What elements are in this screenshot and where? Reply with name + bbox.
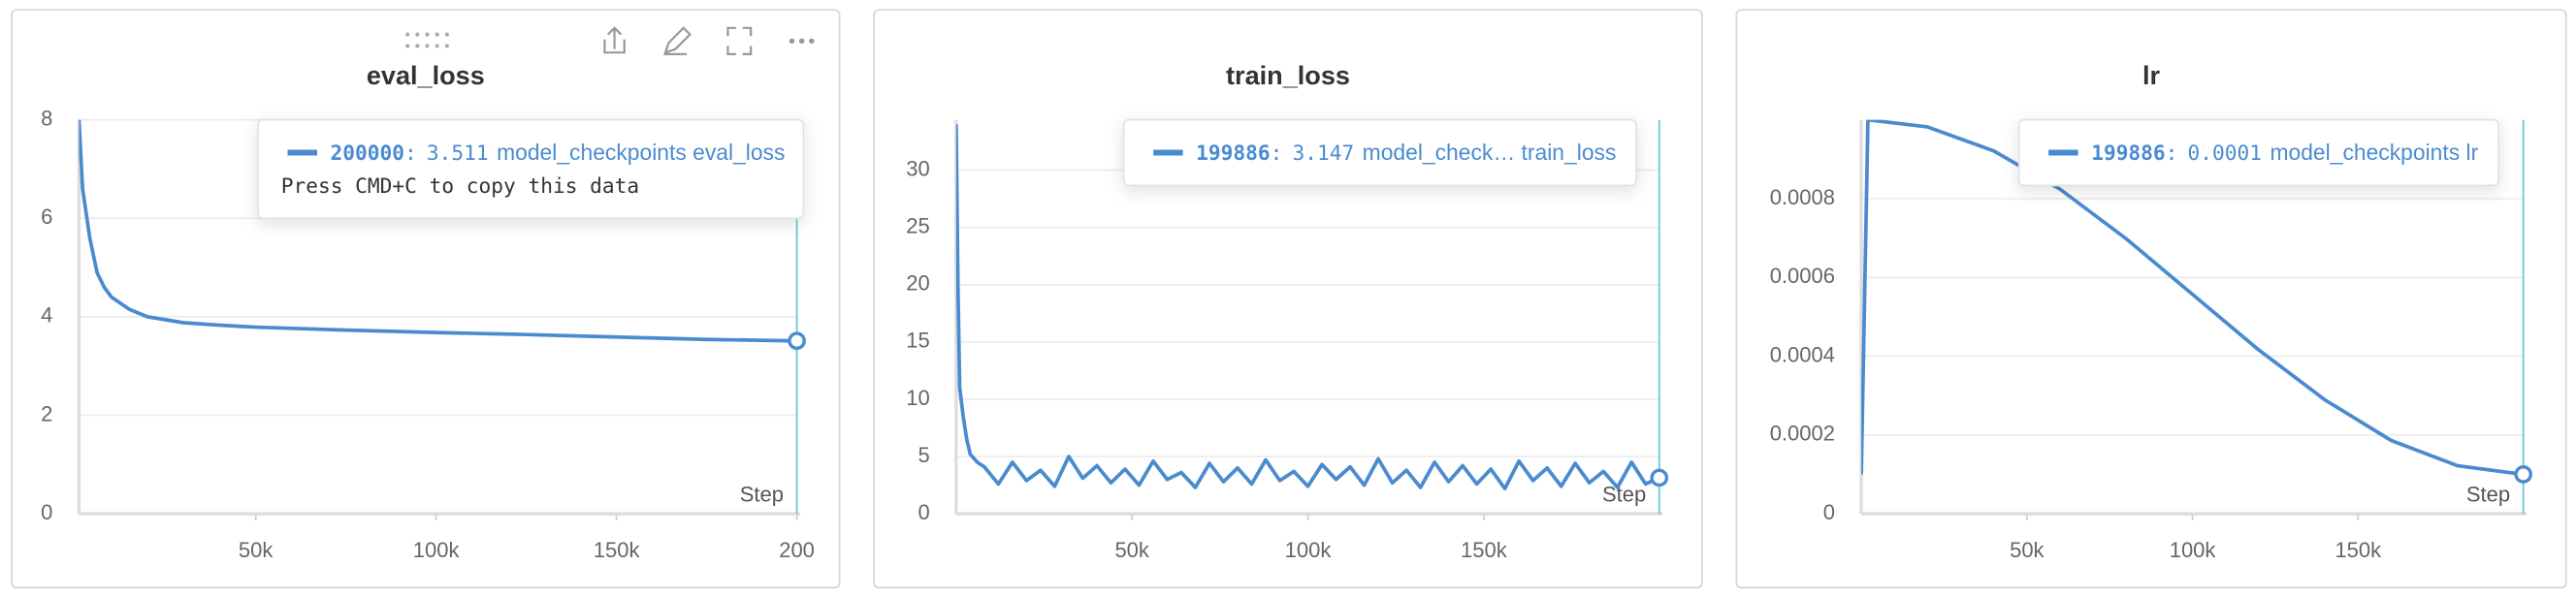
- tooltip: 200000: 3.511 model_checkpoints eval_loss P…: [257, 118, 805, 220]
- y-tick-label: 4: [41, 303, 52, 328]
- tooltip-value: 3.511: [427, 141, 489, 165]
- x-tick-label: 50k: [239, 538, 274, 562]
- x-tick-label: 100k: [413, 538, 461, 562]
- y-tick-label: 20: [906, 271, 929, 296]
- tooltip-box: [1122, 118, 1637, 187]
- drag-handle[interactable]: [405, 32, 449, 48]
- tooltip-line: 199886: 0.0001 model_checkpoints lr: [2091, 140, 2478, 165]
- x-axis-label: Step: [2466, 482, 2510, 506]
- tooltip-separator: :: [404, 141, 417, 165]
- more-icon[interactable]: [789, 38, 815, 45]
- edit-icon[interactable]: [663, 26, 692, 55]
- x-axis-label: Step: [1602, 482, 1646, 506]
- hover-point: [2514, 465, 2532, 484]
- panel-frame: [11, 9, 841, 589]
- y-tick-label: 6: [41, 204, 52, 229]
- tooltip-step: 199886: [1196, 141, 1270, 165]
- y-tick-label: 0: [918, 500, 930, 524]
- chart-title: train_loss: [1226, 60, 1350, 90]
- y-tick-label: 10: [906, 386, 929, 410]
- tooltip-step: 200000: [331, 141, 404, 165]
- x-tick-label: 150k: [1461, 538, 1508, 562]
- fullscreen-icon[interactable]: [726, 26, 753, 55]
- panel-icons: [405, 26, 815, 55]
- y-tick-label: 25: [906, 214, 929, 238]
- x-tick-label: 50k: [2010, 538, 2045, 562]
- line-series: [955, 124, 1660, 490]
- export-icon[interactable]: [603, 26, 626, 54]
- tooltip-series: model_checkpoints eval_loss: [497, 140, 785, 165]
- tooltip-step: 199886: [2091, 141, 2165, 165]
- tooltip-separator: :: [1271, 141, 1283, 165]
- y-tick-label: 0: [41, 500, 52, 524]
- chart-title: lr: [2142, 60, 2161, 90]
- line-series: [79, 119, 797, 343]
- tooltip-line: 200000: 3.511 model_checkpoints eval_loss: [331, 140, 786, 165]
- tooltip-value: 0.0001: [2188, 141, 2262, 165]
- y-tick-label: 2: [41, 401, 52, 425]
- tooltip-value: 3.147: [1293, 141, 1355, 165]
- chart-panel: eval_loss 0 2 4 6 8 50k 100k 150k 200 Step 200000: 3…: [11, 9, 841, 589]
- tooltip-box: [2017, 118, 2500, 187]
- x-tick-label: 150k: [2334, 538, 2382, 562]
- x-tick-label: 200: [779, 538, 815, 562]
- tooltip-series: model_checkpoints lr: [2270, 140, 2478, 165]
- tooltip-separator: :: [2166, 141, 2178, 165]
- tooltip: 199886: 0.0001 model_checkpoints lr: [2017, 118, 2500, 187]
- y-tick-label: 15: [906, 329, 929, 353]
- y-tick-label: 30: [906, 156, 929, 180]
- x-axis-label: Step: [740, 482, 784, 506]
- hover-point: [788, 331, 806, 351]
- hover-point: [1650, 468, 1669, 487]
- y-tick-label: 0.0002: [1770, 422, 1835, 446]
- x-tick-label: 50k: [1114, 538, 1149, 562]
- y-tick-label: 0.0006: [1770, 264, 1835, 288]
- chart-title: eval_loss: [367, 60, 485, 90]
- chart-panel: train_loss 0 5 10 15 20 25 30 50k 100k 150k Step 199…: [873, 9, 1703, 589]
- x-tick-label: 100k: [2170, 538, 2217, 562]
- y-tick-label: 5: [918, 443, 930, 467]
- x-tick-label: 100k: [1285, 538, 1333, 562]
- tooltip-box: [257, 118, 805, 220]
- tooltip-hint: Press CMD+C to copy this data: [281, 173, 639, 198]
- y-tick-label: 0.0008: [1770, 185, 1835, 209]
- tooltip: 199886: 3.147 model_check… train_loss: [1122, 118, 1637, 187]
- y-tick-label: 8: [41, 106, 52, 130]
- tooltip-series: model_check… train_loss: [1363, 140, 1617, 165]
- y-tick-label: 0: [1823, 500, 1835, 524]
- panel-frame: [873, 9, 1703, 589]
- tooltip-line: 199886: 3.147 model_check… train_loss: [1196, 140, 1616, 165]
- line-series: [1861, 119, 2524, 477]
- x-tick-label: 150k: [594, 538, 641, 562]
- chart-panel: lr 0 0.0002 0.0004 0.0006 0.0008 50k 100k 150k St…: [1735, 9, 2567, 589]
- y-tick-label: 0.0004: [1770, 342, 1835, 366]
